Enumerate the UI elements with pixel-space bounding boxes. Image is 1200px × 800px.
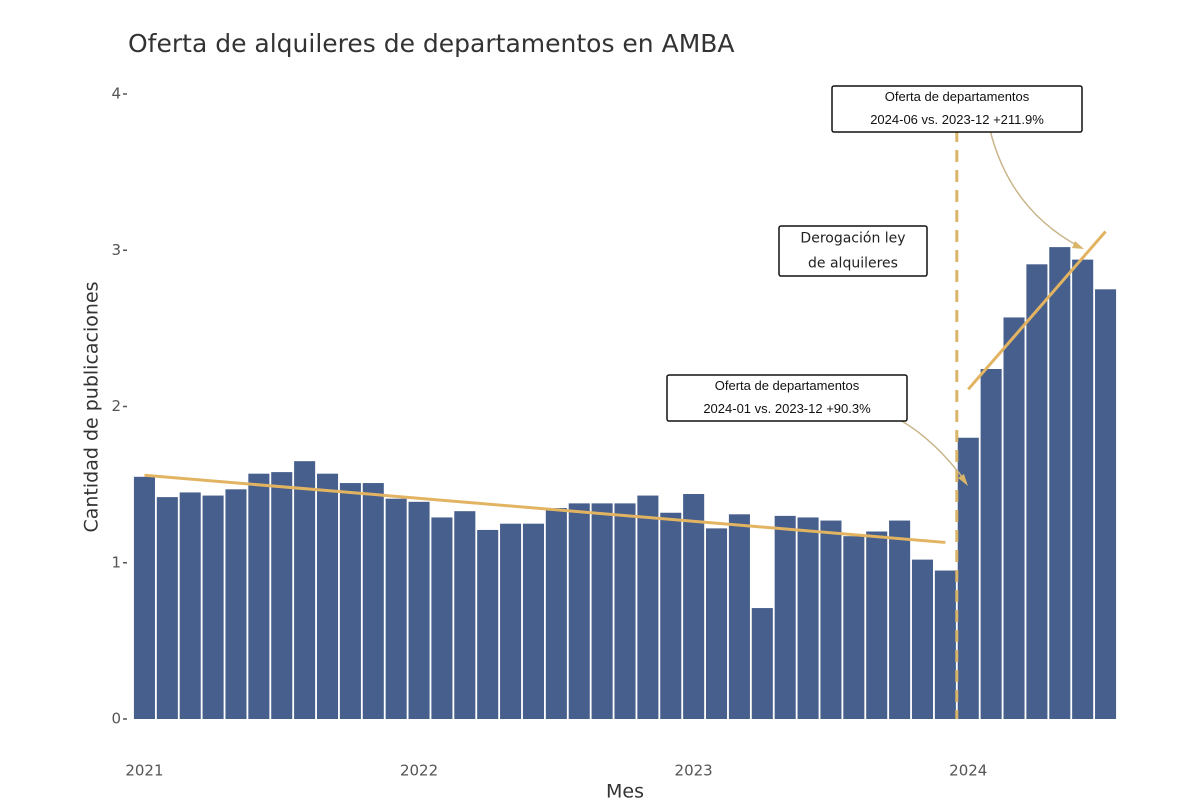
bar <box>957 437 979 719</box>
annotation-1-box <box>666 374 908 422</box>
annotation-1-text: 2024-01 vs. 2023-12 +90.3% <box>703 401 871 416</box>
bar <box>1049 247 1071 719</box>
bar <box>797 517 819 719</box>
event-label-box <box>778 225 928 277</box>
event-label-text: Derogación ley <box>800 231 905 247</box>
y-tick-label: 0 <box>111 710 121 728</box>
bar <box>934 570 956 719</box>
trend-line <box>144 473 946 544</box>
bar <box>454 511 476 719</box>
bar <box>339 483 361 719</box>
x-tick-label: 2023 <box>675 762 713 780</box>
annotation-1-text: Oferta de departamentos <box>715 378 860 393</box>
x-axis-label: Mes <box>606 781 644 800</box>
bar <box>179 492 201 719</box>
bar <box>843 536 865 719</box>
bar <box>591 503 613 719</box>
bar <box>362 483 384 719</box>
bar <box>316 473 339 719</box>
bar <box>271 472 293 719</box>
bar <box>774 515 796 719</box>
annotation-arrow <box>989 129 1081 248</box>
bar <box>408 501 430 719</box>
bar <box>568 503 590 719</box>
annotation-2-text: Oferta de departamentos <box>885 89 1030 104</box>
bar <box>889 520 911 719</box>
event-label-text: de alquileres <box>808 256 898 272</box>
bar <box>500 523 522 719</box>
x-tick-label: 2024 <box>949 762 987 780</box>
annotation-2-text: 2024-06 vs. 2023-12 +211.9% <box>870 112 1044 127</box>
bar <box>911 559 934 719</box>
bar <box>385 498 407 719</box>
y-tick-label: 3 <box>111 241 121 259</box>
annotation-arrow <box>899 419 967 483</box>
bar <box>202 495 224 719</box>
arrow-head <box>958 474 968 486</box>
bar <box>545 508 567 719</box>
bar <box>683 494 705 719</box>
chart-title: Oferta de alquileres de departamentos en… <box>128 29 735 58</box>
y-axis-label: Cantidad de publicaciones <box>81 281 103 532</box>
y-tick-label: 1 <box>111 553 121 571</box>
annotation-2-box <box>831 85 1083 133</box>
bar <box>614 503 636 719</box>
bar <box>1095 289 1117 719</box>
bar <box>1026 264 1048 719</box>
bar <box>294 461 316 719</box>
bar <box>660 512 682 719</box>
bar <box>156 497 178 719</box>
bar <box>248 473 270 719</box>
bar <box>637 495 659 719</box>
bar <box>980 369 1002 719</box>
bar <box>431 517 453 719</box>
x-tick-label: 2022 <box>400 762 438 780</box>
bar <box>728 514 750 719</box>
bar <box>820 520 842 719</box>
bar <box>477 529 499 719</box>
bar <box>706 528 728 719</box>
bar <box>1003 317 1025 719</box>
bar <box>522 523 544 719</box>
bar <box>751 608 773 719</box>
x-tick-label: 2021 <box>125 762 163 780</box>
y-tick-label: 2 <box>111 397 121 415</box>
trend-line <box>967 230 1107 391</box>
arrow-head <box>1072 241 1084 249</box>
bar <box>225 489 247 719</box>
y-tick-label: 4 <box>111 85 121 103</box>
bar <box>1072 259 1094 719</box>
bar <box>133 476 155 719</box>
bar <box>866 531 888 719</box>
